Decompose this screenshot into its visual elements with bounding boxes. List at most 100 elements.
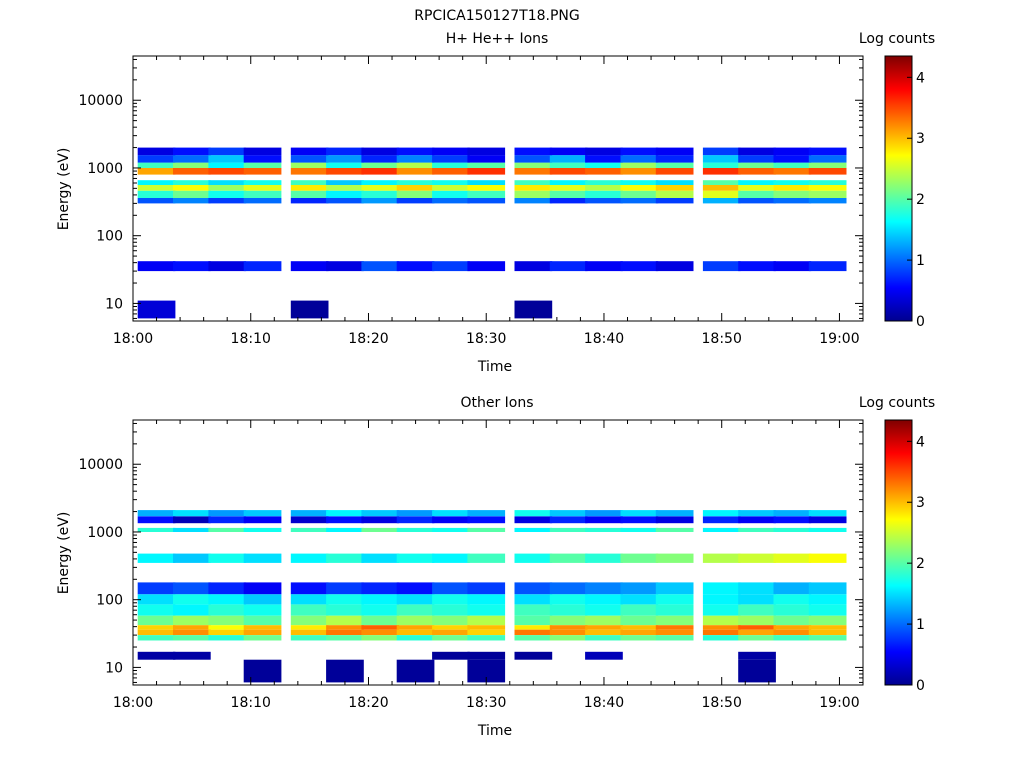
heatmap-cell xyxy=(514,147,553,156)
heatmap-cell xyxy=(137,300,176,319)
heatmap-cell xyxy=(702,629,741,636)
heatmap-cell xyxy=(243,659,282,683)
heatmap-cell xyxy=(290,185,329,191)
heatmap-cell xyxy=(467,635,506,641)
heatmap-cell xyxy=(208,635,247,641)
heatmap-cell xyxy=(620,162,659,168)
heatmap-cell xyxy=(396,635,435,641)
heatmap-cell xyxy=(137,625,176,630)
heatmap-cell xyxy=(290,625,329,630)
heatmap-cell xyxy=(467,261,506,272)
heatmap-cell xyxy=(208,162,247,168)
heatmap-cell xyxy=(243,604,282,616)
x-tick-label: 18:00 xyxy=(113,331,153,347)
heatmap-cell xyxy=(620,168,659,175)
heatmap-cell xyxy=(549,527,588,532)
heatmap-cell xyxy=(361,527,400,532)
heatmap-cell xyxy=(208,604,247,616)
heatmap-cell xyxy=(243,162,282,168)
y-tick-label: 100 xyxy=(96,593,123,609)
heatmap-cell xyxy=(549,185,588,191)
x-tick-label: 19:00 xyxy=(819,331,859,347)
heatmap-cell xyxy=(549,147,588,156)
heatmap-cell xyxy=(808,629,847,636)
heatmap-cell xyxy=(396,594,435,605)
heatmap-cell xyxy=(243,155,282,163)
colorbar-tick-label: 4 xyxy=(916,434,925,450)
heatmap-cell xyxy=(702,180,741,185)
heatmap-cell xyxy=(549,582,588,595)
heatmap-cell xyxy=(773,147,812,156)
heatmap-cell xyxy=(432,198,470,204)
heatmap-cell xyxy=(173,198,211,204)
heatmap-cell xyxy=(738,185,776,191)
heatmap-cell xyxy=(467,198,506,204)
heatmap-cell xyxy=(702,147,741,156)
heatmap-cell xyxy=(585,168,623,175)
heatmap-cell xyxy=(326,659,364,683)
heatmap-cell xyxy=(137,185,176,191)
heatmap-cell xyxy=(467,651,506,660)
heatmap-cell xyxy=(173,510,211,517)
heatmap-cell xyxy=(620,615,659,626)
heatmap-cell xyxy=(702,185,741,191)
heatmap-cell xyxy=(467,162,506,168)
heatmap-cell xyxy=(137,615,176,626)
heatmap-cell xyxy=(585,582,623,595)
heatmap-cell xyxy=(467,180,506,185)
panel-title: H+ He++ Ions xyxy=(446,31,549,47)
heatmap-cell xyxy=(173,168,211,175)
heatmap-cell xyxy=(432,180,470,185)
heatmap-cell xyxy=(243,168,282,175)
colorbar-tick-label: 4 xyxy=(916,70,925,86)
heatmap-cell xyxy=(585,615,623,626)
heatmap-cell xyxy=(432,553,470,563)
heatmap-cell xyxy=(514,190,553,198)
heatmap-cell xyxy=(326,180,364,185)
plot-frame xyxy=(132,419,864,686)
heatmap-cell xyxy=(208,155,247,163)
heatmap-cell xyxy=(655,629,694,636)
heatmap-cell xyxy=(137,147,176,156)
heatmap-cell xyxy=(773,185,812,191)
heatmap-cell xyxy=(585,162,623,168)
heatmap-cell xyxy=(290,615,329,626)
heatmap-cell xyxy=(243,510,282,517)
heatmap-cell xyxy=(396,147,435,156)
x-tick-label: 18:40 xyxy=(584,331,624,347)
heatmap-cell xyxy=(808,198,847,204)
heatmap-cell xyxy=(173,162,211,168)
x-tick-label: 18:30 xyxy=(466,331,506,347)
heatmap-cell xyxy=(773,527,812,532)
heatmap-cell xyxy=(432,604,470,616)
heatmap-cell xyxy=(173,553,211,563)
heatmap-cell xyxy=(773,625,812,630)
colorbar-tick-label: 1 xyxy=(916,253,925,269)
heatmap-cell xyxy=(396,625,435,630)
heatmap-cell xyxy=(243,635,282,641)
heatmap-cell xyxy=(773,582,812,595)
heatmap-cell xyxy=(620,261,659,272)
heatmap-cell xyxy=(514,168,553,175)
heatmap-cell xyxy=(396,659,435,683)
axes: 18:00 18:10 18:20 18:30 18:40 18:50 19:00 10 100… xyxy=(78,420,864,711)
heatmap-cell xyxy=(655,516,694,524)
heatmap-cell xyxy=(173,516,211,524)
heatmap-cell xyxy=(361,615,400,626)
heatmap-cell xyxy=(585,651,623,660)
heatmap-cell xyxy=(396,190,435,198)
heatmap-cell xyxy=(620,604,659,616)
heatmap-cell xyxy=(549,625,588,630)
heatmap-cell xyxy=(243,615,282,626)
heatmap-cell xyxy=(432,261,470,272)
heatmap-cell xyxy=(361,198,400,204)
y-tick-label: 1000 xyxy=(87,525,123,541)
colorbar-tick-label: 3 xyxy=(916,131,925,147)
heatmap-cell xyxy=(467,155,506,163)
heatmap-cell xyxy=(702,510,741,517)
heatmap-cell xyxy=(585,635,623,641)
heatmap-cell xyxy=(290,168,329,175)
x-axis-label: Time xyxy=(477,723,512,739)
heatmap-cell xyxy=(738,261,776,272)
heatmap-cell xyxy=(243,594,282,605)
